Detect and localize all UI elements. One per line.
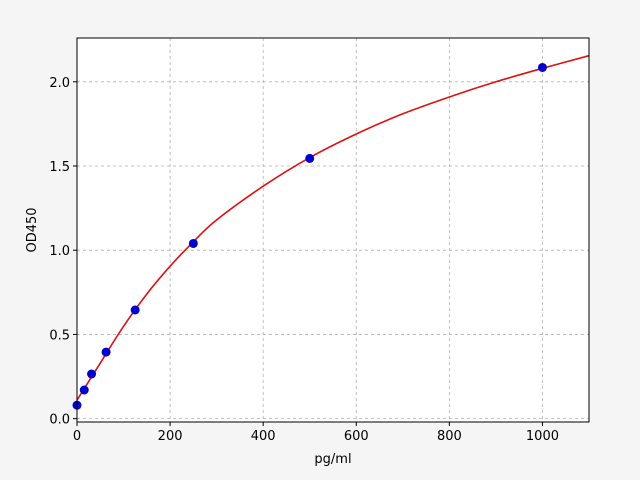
x-tick-label: 0 — [73, 429, 81, 444]
plot-frame — [76, 37, 590, 423]
y-tick-label: 0.0 — [49, 413, 70, 428]
x-tick-label: 1000 — [526, 429, 559, 444]
data-point — [101, 347, 111, 357]
data-point — [79, 385, 89, 395]
data-point — [130, 305, 140, 315]
fit-curve-line — [76, 54, 590, 401]
data-point — [87, 369, 97, 379]
x-tick-label: 400 — [251, 429, 276, 444]
data-point — [188, 238, 198, 248]
x-tick-label: 600 — [344, 429, 369, 444]
y-tick-label: 0.5 — [49, 328, 70, 343]
x-axis-label: pg/ml — [314, 452, 351, 467]
x-tick-label: 800 — [437, 429, 462, 444]
data-points-layer — [72, 62, 547, 410]
fit-curve-layer — [76, 54, 590, 401]
y-axis-label: OD450 — [25, 207, 40, 252]
data-point — [305, 153, 315, 163]
y-tick-label: 1.0 — [49, 244, 70, 259]
plot-area — [77, 38, 589, 422]
x-tick-label: 200 — [158, 429, 183, 444]
axes: 0 200 400 600 800 1000 0.0 0.5 1.0 1.5 2.0 — [49, 76, 559, 444]
grid — [76, 38, 589, 422]
y-tick-label: 1.5 — [49, 160, 70, 175]
data-point — [537, 62, 547, 72]
y-tick-label: 2.0 — [49, 76, 70, 91]
